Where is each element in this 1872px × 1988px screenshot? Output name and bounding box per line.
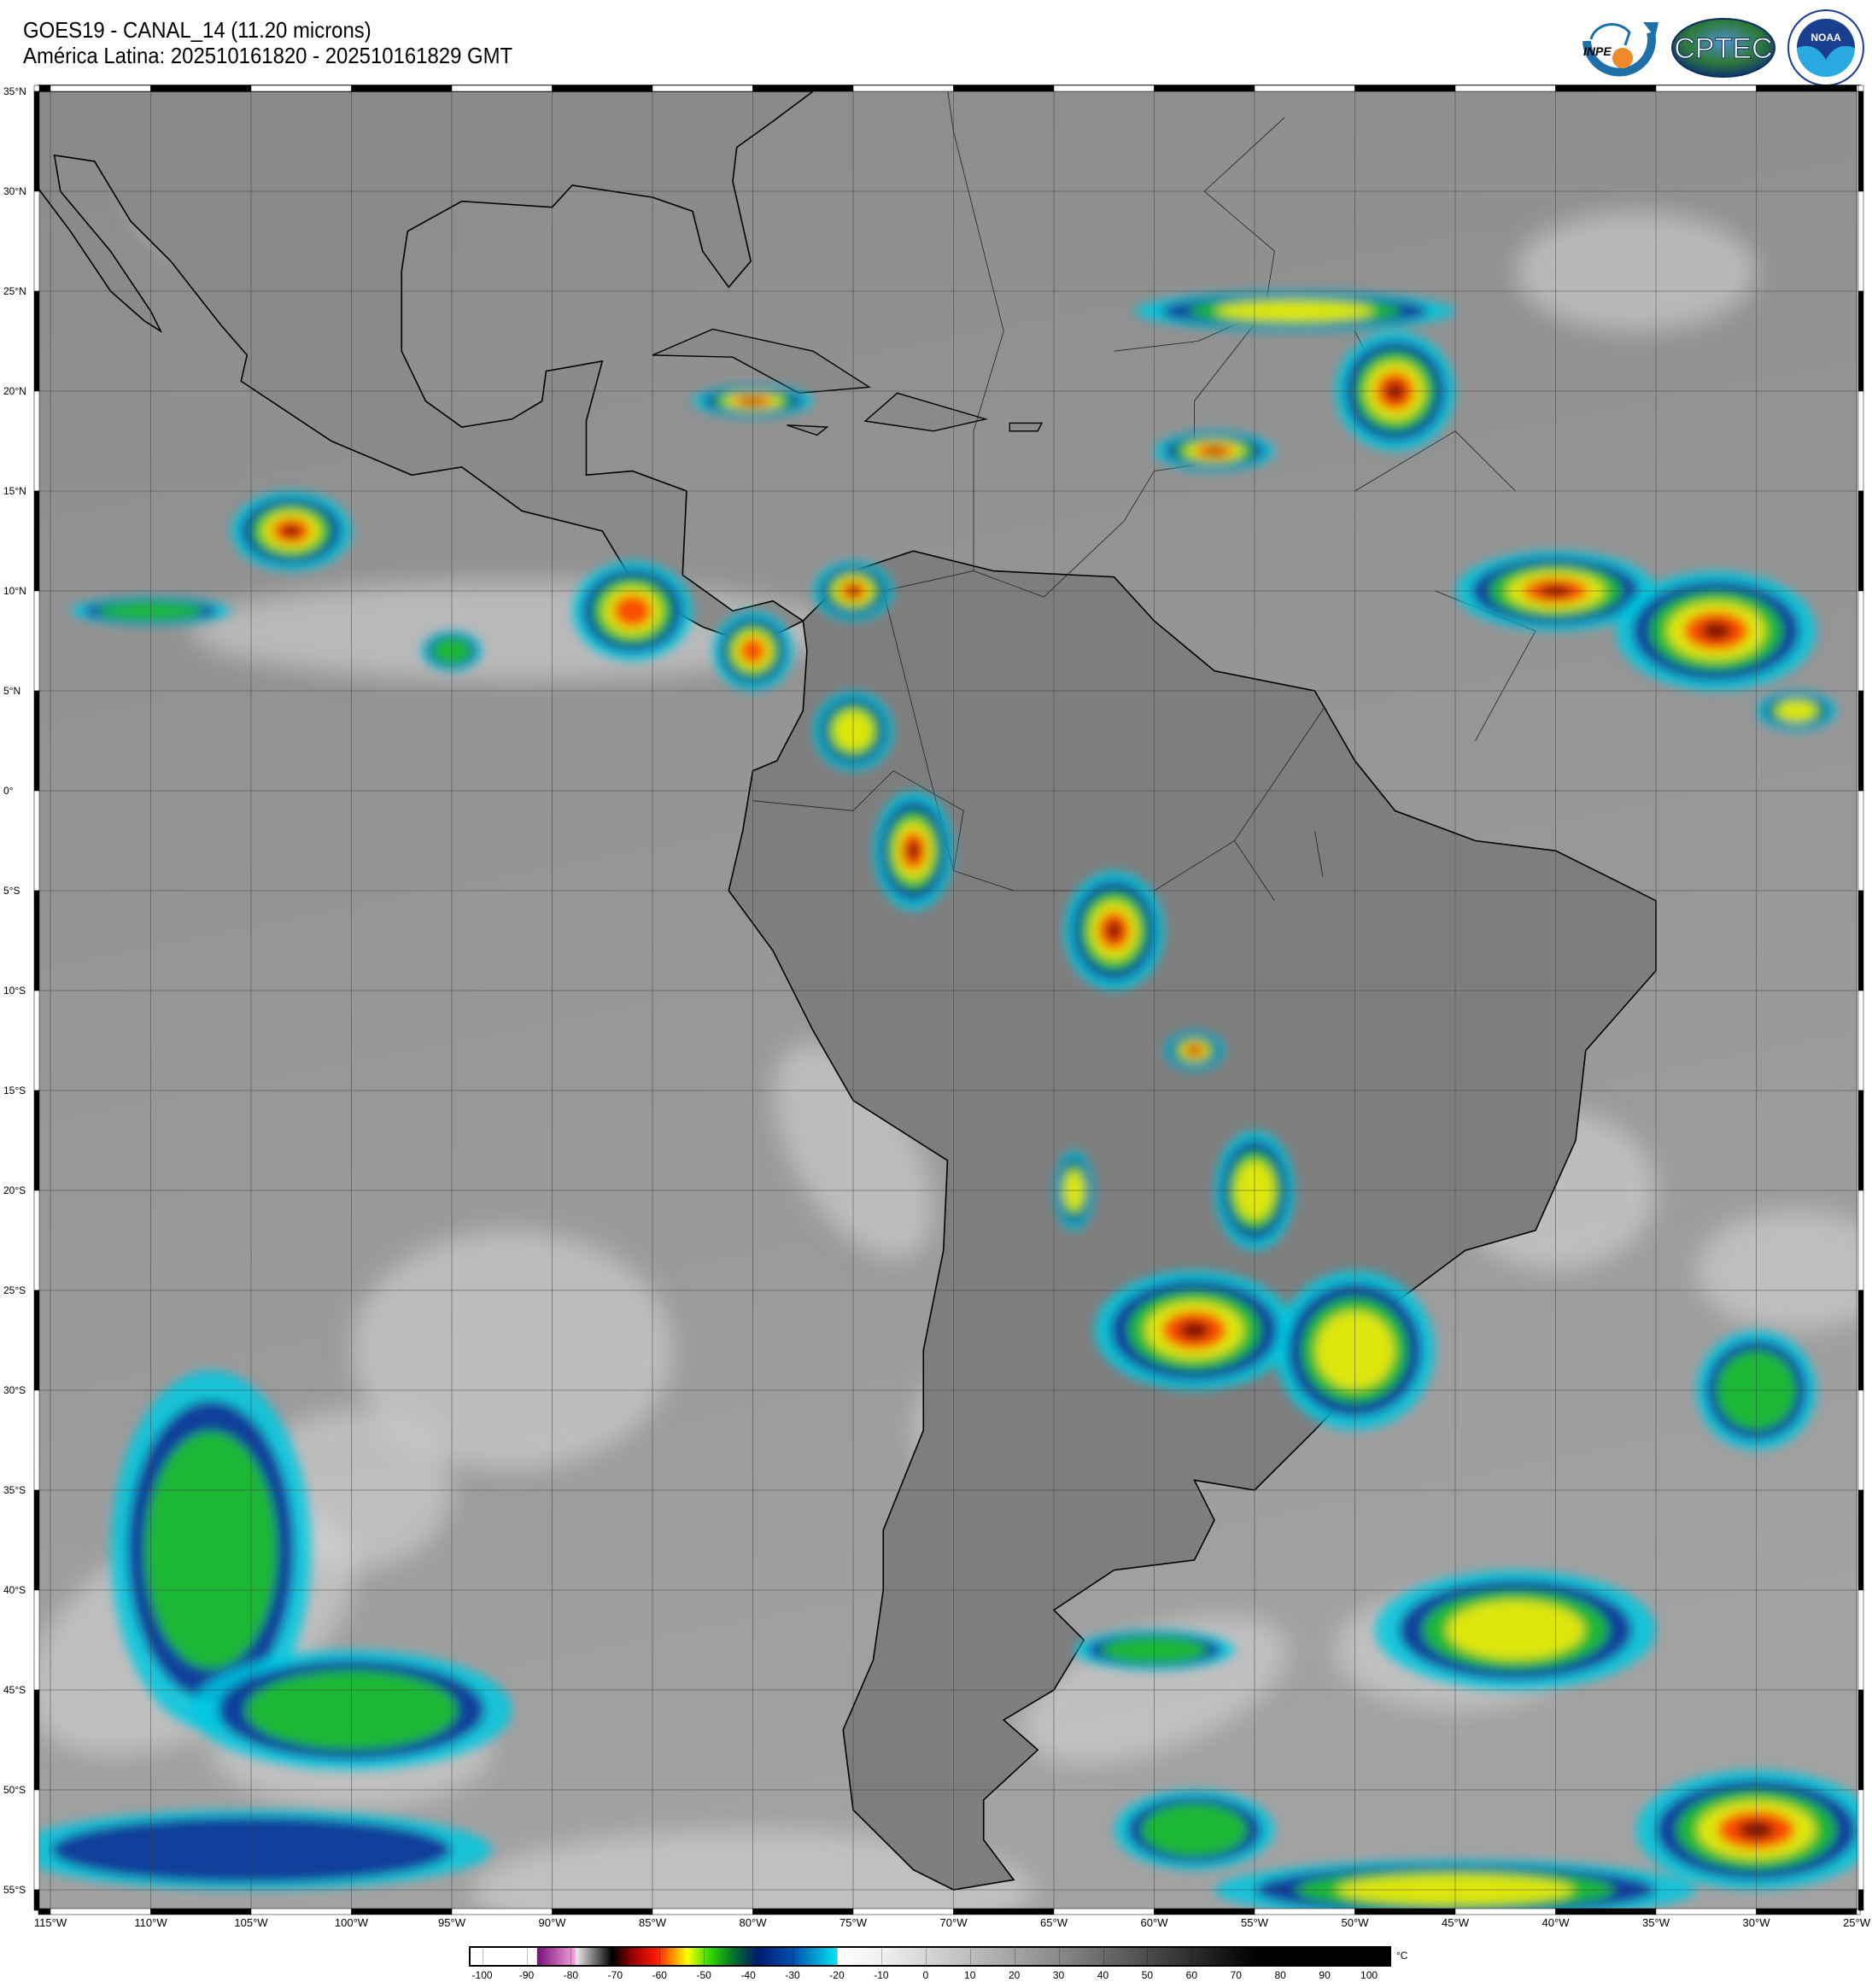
lat-label: 15°N bbox=[3, 485, 26, 497]
lon-label: 110°W bbox=[134, 1916, 167, 1929]
lon-label: 75°W bbox=[839, 1916, 867, 1929]
svg-text:INPE: INPE bbox=[1583, 44, 1612, 58]
lat-lon-grid bbox=[38, 91, 1857, 1909]
colorbar-tick-label: -80 bbox=[563, 1969, 579, 1981]
colorbar-tick bbox=[704, 1948, 705, 1965]
colorbar-tick-label: -90 bbox=[518, 1969, 535, 1981]
colorbar-tick-label: 0 bbox=[922, 1969, 929, 1981]
lon-label: 115°W bbox=[33, 1916, 67, 1929]
lon-label: 95°W bbox=[438, 1916, 465, 1929]
colorbar-tick-label: 20 bbox=[1008, 1969, 1021, 1981]
lon-label: 65°W bbox=[1040, 1916, 1068, 1929]
colorbar-tick-label: -20 bbox=[829, 1969, 845, 1981]
colorbar-tick bbox=[969, 1948, 971, 1965]
colorbar-tick bbox=[1280, 1948, 1282, 1965]
lon-label: 35°W bbox=[1642, 1916, 1670, 1929]
colorbar-tick-label: -60 bbox=[652, 1969, 667, 1981]
lon-label: 100°W bbox=[334, 1916, 369, 1929]
colorbar-tick-label: 10 bbox=[964, 1969, 976, 1981]
lat-label: 5°S bbox=[3, 885, 20, 897]
colorbar-unit: °C bbox=[1396, 1950, 1408, 1962]
inpe-logo: INPE bbox=[1582, 22, 1658, 77]
colorbar-tick bbox=[925, 1948, 927, 1965]
colorbar-tick-label: -10 bbox=[874, 1969, 889, 1981]
cptec-logo: CPTEC bbox=[1671, 18, 1775, 78]
lat-label: 50°S bbox=[3, 1784, 26, 1796]
coastlines bbox=[38, 0, 1656, 1890]
colorbar-tick bbox=[880, 1948, 882, 1965]
temperature-colorbar bbox=[469, 1946, 1391, 1967]
colorbar-tick bbox=[1191, 1948, 1193, 1965]
lon-label: 40°W bbox=[1541, 1916, 1570, 1929]
colorbar-tick bbox=[1103, 1948, 1104, 1965]
colorbar-tick-label: 70 bbox=[1230, 1969, 1242, 1981]
lat-label: 10°S bbox=[3, 985, 26, 997]
colorbar-tick-label: -40 bbox=[740, 1969, 756, 1981]
lat-label: 0° bbox=[3, 785, 14, 797]
colorbar-tick-label: -70 bbox=[607, 1969, 623, 1981]
colorbar-tick bbox=[836, 1948, 838, 1965]
lat-label: 45°S bbox=[3, 1684, 26, 1696]
colorbar-tick-label: 100 bbox=[1360, 1969, 1378, 1981]
lon-label: 50°W bbox=[1341, 1916, 1369, 1929]
lon-label: 25°W bbox=[1843, 1916, 1870, 1929]
colorbar-tick bbox=[1058, 1948, 1060, 1965]
lat-label: 35°N bbox=[3, 85, 26, 97]
lon-label: 60°W bbox=[1140, 1916, 1168, 1929]
colorbar-tick-label: 30 bbox=[1052, 1969, 1065, 1981]
colorbar-tick bbox=[748, 1948, 750, 1965]
colorbar-tick bbox=[659, 1948, 661, 1965]
colorbar-tick bbox=[1369, 1948, 1371, 1965]
lon-label: 55°W bbox=[1241, 1916, 1268, 1929]
lat-label: 25°S bbox=[3, 1284, 26, 1296]
jamaica bbox=[787, 425, 827, 436]
colorbar-tick bbox=[1147, 1948, 1149, 1965]
colorbar-tick bbox=[615, 1948, 617, 1965]
colorbar-tick-label: 90 bbox=[1319, 1969, 1331, 1981]
lon-label: 45°W bbox=[1442, 1916, 1469, 1929]
lon-label: 105°W bbox=[234, 1916, 268, 1929]
lon-label: 85°W bbox=[639, 1916, 666, 1929]
lat-label: 20°N bbox=[3, 385, 26, 397]
lat-label: 10°N bbox=[3, 585, 26, 597]
lat-label: 25°N bbox=[3, 285, 26, 297]
colorbar-tick-label: 80 bbox=[1274, 1969, 1286, 1981]
colorbar-tick-label: 50 bbox=[1141, 1969, 1154, 1981]
colorbar-tick bbox=[526, 1948, 528, 1965]
colorbar-tick bbox=[1236, 1948, 1237, 1965]
lat-label: 35°S bbox=[3, 1484, 26, 1496]
colorbar-tick-label: 60 bbox=[1185, 1969, 1198, 1981]
colorbar-tick-label: -100 bbox=[471, 1969, 493, 1981]
lat-label: 20°S bbox=[3, 1184, 26, 1196]
lat-label: 30°S bbox=[3, 1384, 26, 1396]
lat-label: 5°N bbox=[3, 685, 21, 697]
colorbar-tick bbox=[570, 1948, 572, 1965]
lon-label: 90°W bbox=[538, 1916, 566, 1929]
lon-label: 70°W bbox=[939, 1916, 968, 1929]
lat-label: 15°S bbox=[3, 1085, 26, 1096]
svg-text:CPTEC: CPTEC bbox=[1674, 32, 1772, 65]
colorbar-tick-label: 40 bbox=[1097, 1969, 1109, 1981]
convective-storms bbox=[38, 291, 1857, 1909]
svg-text:NOAA: NOAA bbox=[1811, 32, 1841, 44]
puerto-rico bbox=[1009, 423, 1042, 430]
map-frame bbox=[33, 85, 1864, 1915]
lon-label: 30°W bbox=[1742, 1916, 1770, 1929]
map-subtitle: América Latina: 202510161820 - 202510161… bbox=[23, 43, 513, 68]
colorbar-tick-label: -50 bbox=[696, 1969, 711, 1981]
hispaniola bbox=[865, 393, 986, 430]
map-title: GOES19 - CANAL_14 (11.20 microns) bbox=[23, 17, 371, 43]
lon-label: 80°W bbox=[739, 1916, 767, 1929]
colorbar-tick-label: -30 bbox=[785, 1969, 800, 1981]
lat-label: 40°S bbox=[3, 1584, 26, 1596]
cuba bbox=[652, 329, 869, 393]
lat-label: 30°N bbox=[3, 185, 26, 197]
lat-label: 55°S bbox=[3, 1884, 26, 1896]
